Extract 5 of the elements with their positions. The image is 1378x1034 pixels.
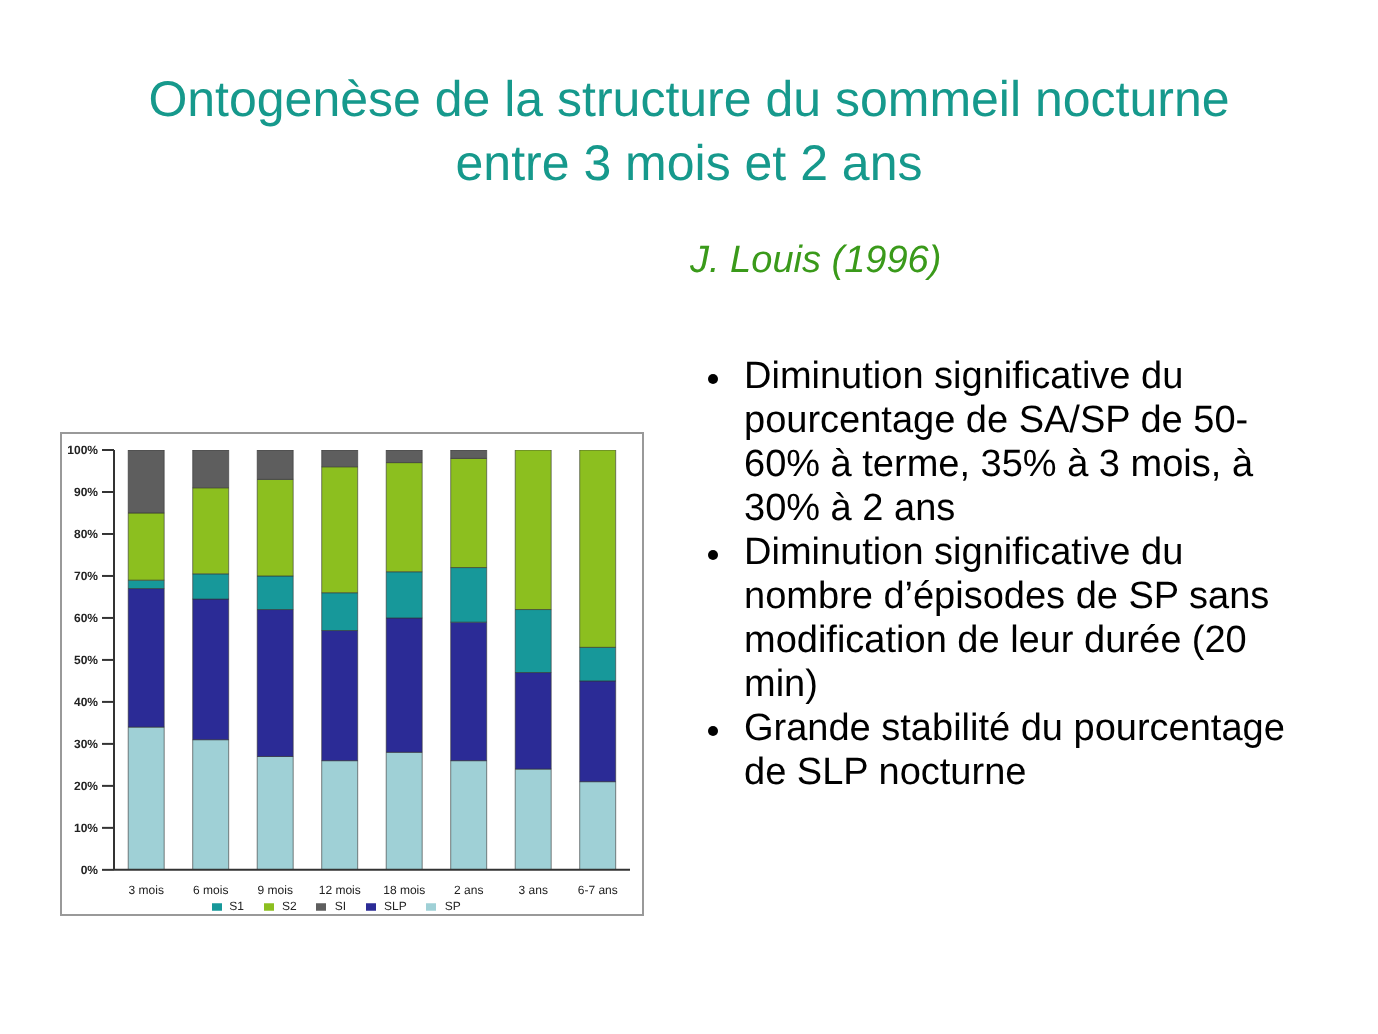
text: J. Louis (1996) xyxy=(690,240,942,284)
chart-title: Ontogenèse de la structure du sommeil nocturne entre 3 mois et 2 ans xyxy=(146,70,1232,196)
text: Grande stabilité du pourcentage de SLP nocturne xyxy=(744,708,1287,796)
text: Diminution significative du pourcentage de SA/SP de 50-60% à terme, 35% à 3 mois, à 30% à 2 ans xyxy=(744,356,1256,532)
text: Diminution significative du nombre d’épisodes de SP sans modification de leur durée (20 min) xyxy=(744,532,1272,708)
